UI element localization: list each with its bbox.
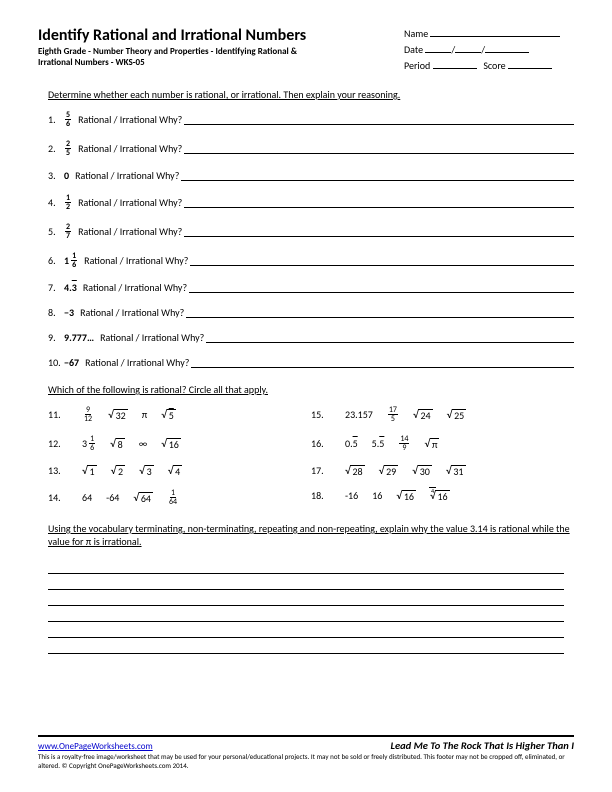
answer-line[interactable] bbox=[190, 256, 574, 266]
question-6: 6.116Rational / Irrational Why? bbox=[48, 252, 574, 269]
explain-line[interactable] bbox=[48, 590, 564, 606]
tagline: Lead Me To The Rock That Is Higher Than … bbox=[391, 739, 574, 752]
explain-line[interactable] bbox=[48, 574, 564, 590]
explain-line[interactable] bbox=[48, 558, 564, 574]
question-17: 17.28293031 bbox=[311, 464, 574, 477]
name-label: Name bbox=[404, 27, 428, 40]
answer-line[interactable] bbox=[191, 358, 574, 368]
mcq-columns: 11.91232π5 12.3168∞16 13.1234 14.64-6464… bbox=[48, 406, 574, 518]
instructions-1: Determine whether each number is rationa… bbox=[48, 88, 574, 101]
question-3: 3.0Rational / Irrational Why? bbox=[48, 169, 574, 182]
question-9: 9.9.777…Rational / Irrational Why? bbox=[48, 331, 574, 344]
mcq-col-left: 11.91232π5 12.3168∞16 13.1234 14.64-6464… bbox=[48, 406, 311, 518]
site-link[interactable]: www.OnePageWorksheets.com bbox=[38, 741, 153, 752]
answer-line[interactable] bbox=[184, 227, 574, 237]
period-label: Period bbox=[404, 59, 430, 72]
answer-line[interactable] bbox=[189, 283, 574, 293]
question-8: 8.−3Rational / Irrational Why? bbox=[48, 306, 574, 319]
question-13: 13.1234 bbox=[48, 464, 311, 477]
date-label: Date bbox=[404, 43, 423, 56]
answer-line[interactable] bbox=[184, 144, 574, 154]
answer-line[interactable] bbox=[184, 198, 574, 208]
student-info: Name Date // Period Score bbox=[404, 26, 574, 74]
question-12: 12.3168∞16 bbox=[48, 435, 311, 452]
name-field[interactable] bbox=[430, 27, 560, 37]
question-7: 7.4.3Rational / Irrational Why? bbox=[48, 281, 574, 294]
question-1: 1.56Rational / Irrational Why? bbox=[48, 111, 574, 128]
question-18: 18.-161616416 bbox=[311, 489, 574, 502]
page-title: Identify Rational and Irrational Numbers bbox=[38, 26, 404, 45]
footer: www.OnePageWorksheets.com Lead Me To The… bbox=[38, 735, 574, 770]
score-field[interactable] bbox=[508, 59, 552, 69]
mcq-col-right: 15.23.1571752425 16.0.55.5149π 17.282930… bbox=[311, 406, 574, 518]
date-y[interactable] bbox=[485, 43, 529, 53]
answer-line[interactable] bbox=[186, 308, 574, 318]
date-d[interactable] bbox=[455, 43, 481, 53]
legal-text: This is a royalty-free image/worksheet t… bbox=[38, 753, 574, 770]
question-14: 14.64-6464164 bbox=[48, 489, 311, 506]
period-field[interactable] bbox=[433, 59, 477, 69]
page-subtitle: Eighth Grade - Number Theory and Propert… bbox=[38, 47, 318, 69]
question-16: 16.0.55.5149π bbox=[311, 435, 574, 452]
question-11: 11.91232π5 bbox=[48, 406, 311, 423]
explain-line[interactable] bbox=[48, 606, 564, 622]
instructions-3: Using the vocabulary terminating, non-te… bbox=[48, 522, 574, 548]
explain-area bbox=[48, 558, 564, 654]
explain-line[interactable] bbox=[48, 638, 564, 654]
title-block: Identify Rational and Irrational Numbers… bbox=[38, 26, 404, 74]
date-m[interactable] bbox=[425, 43, 451, 53]
instructions-2: Which of the following is rational? Circ… bbox=[48, 383, 574, 396]
header: Identify Rational and Irrational Numbers… bbox=[38, 26, 574, 74]
score-label: Score bbox=[483, 59, 505, 72]
explain-line[interactable] bbox=[48, 622, 564, 638]
answer-line[interactable] bbox=[206, 333, 574, 343]
answer-line[interactable] bbox=[181, 171, 574, 181]
question-2: 2.25Rational / Irrational Why? bbox=[48, 140, 574, 157]
answer-line[interactable] bbox=[184, 115, 574, 125]
question-15: 15.23.1571752425 bbox=[311, 406, 574, 423]
question-4: 4.12Rational / Irrational Why? bbox=[48, 194, 574, 211]
question-10: 10.−67Rational / Irrational Why? bbox=[48, 356, 574, 369]
question-5: 5.27Rational / Irrational Why? bbox=[48, 223, 574, 240]
